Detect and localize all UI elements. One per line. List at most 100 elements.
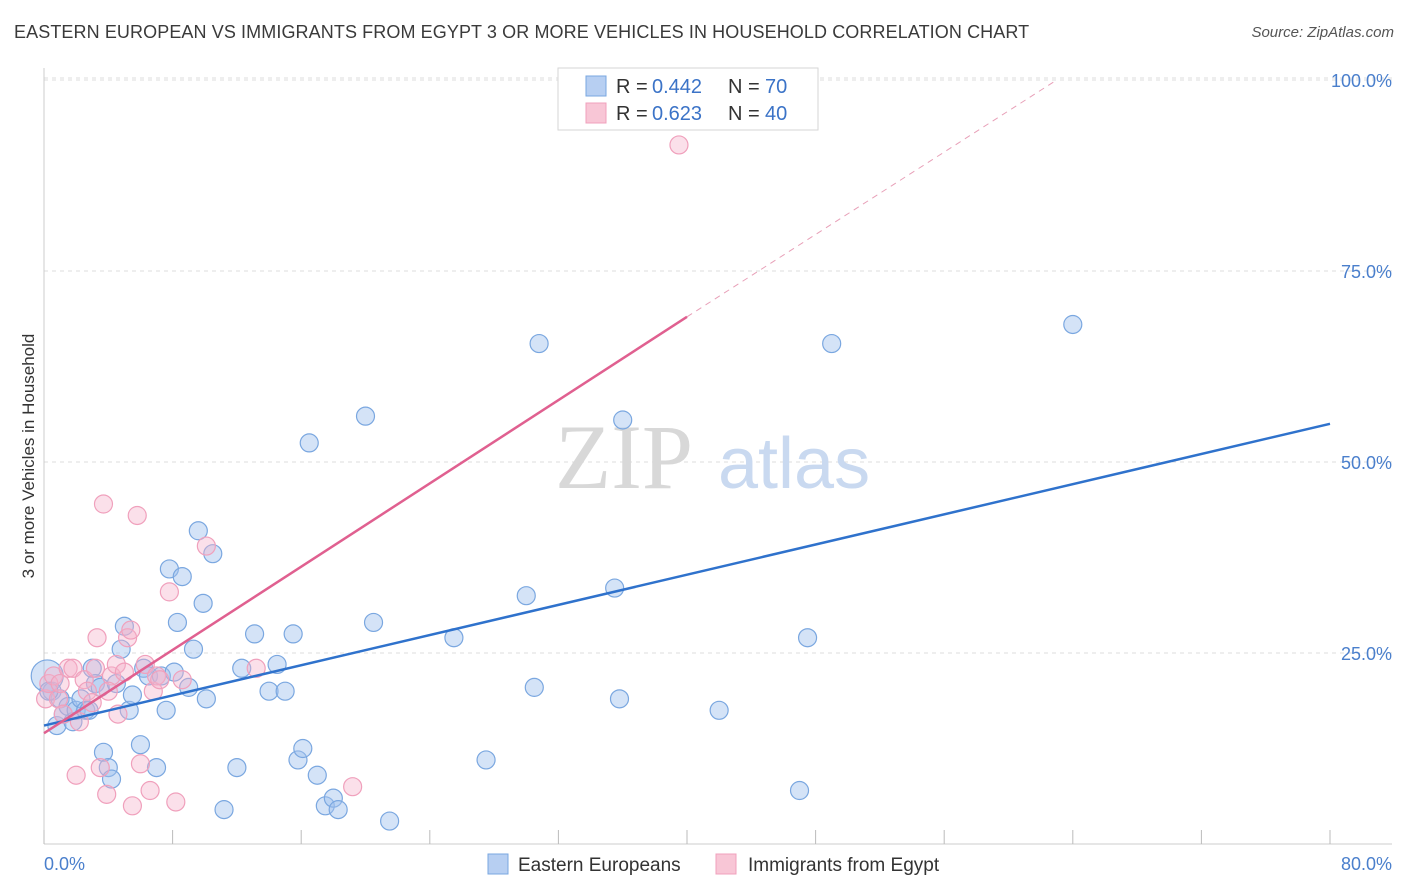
point-1-3	[48, 689, 69, 709]
point-0-15	[101, 769, 122, 789]
chart-title: EASTERN EUROPEAN VS IMMIGRANTS FROM EGYP…	[14, 22, 1030, 42]
point-0-53	[363, 612, 384, 633]
bottom-legend-eastern: Eastern Europeans	[518, 855, 681, 876]
point-1-34	[196, 536, 216, 556]
chart-source: Source: ZipAtlas.com	[1251, 24, 1394, 41]
point-1-6	[63, 658, 83, 678]
bottom-legend-swatch-eastern	[487, 853, 509, 875]
legend-n-label-1: N =	[728, 103, 760, 125]
bottom-legend-egypt: Immigrants from Egypt	[748, 855, 940, 876]
point-0-52	[355, 406, 376, 426]
point-0-33	[188, 521, 208, 541]
point-1-7	[66, 765, 86, 785]
point-1-22	[121, 620, 141, 640]
point-0-38	[227, 757, 247, 778]
legend-n-value-0: 70	[765, 76, 787, 98]
point-1-17	[101, 666, 122, 686]
point-1-25	[130, 754, 151, 774]
point-1-5	[58, 658, 78, 678]
point-0-40	[244, 624, 265, 644]
axes	[43, 68, 1392, 845]
point-0-64	[789, 780, 810, 801]
y-tick-label-50: 50.0%	[1341, 453, 1392, 473]
point-1-37	[669, 135, 689, 155]
point-0-35	[196, 689, 216, 709]
point-1-24	[127, 505, 147, 526]
point-1-36	[343, 777, 363, 797]
watermark: ZIP atlas	[555, 406, 870, 508]
point-0-36	[203, 544, 223, 564]
point-1-9	[74, 670, 94, 690]
watermark-zip: ZIP	[555, 406, 693, 508]
point-0-29	[167, 612, 188, 633]
point-1-16	[97, 784, 117, 804]
point-0-49	[315, 796, 335, 816]
point-1-31	[159, 582, 179, 602]
legend-r-label-1: R =	[616, 103, 648, 125]
y-tick-label-100: 100.0%	[1331, 71, 1392, 91]
point-1-12	[85, 658, 106, 678]
point-0-54	[380, 811, 400, 831]
y-tick-label-25: 25.0%	[1341, 644, 1392, 664]
point-0-57	[516, 586, 536, 606]
point-0-20	[122, 685, 143, 705]
point-0-39	[232, 658, 252, 678]
point-0-42	[259, 681, 279, 701]
point-1-15	[93, 494, 114, 514]
point-0-24	[146, 757, 167, 778]
point-1-38	[50, 673, 70, 694]
point-1-23	[122, 796, 143, 816]
legend-r-value-0: 0.442	[652, 76, 702, 98]
point-0-62	[613, 410, 633, 430]
trend-line-1	[43, 315, 688, 735]
bottom-legend-swatch-egypt	[715, 853, 737, 875]
point-0-58	[524, 677, 544, 697]
point-1-33	[172, 670, 192, 690]
legend-swatch-egypt	[585, 102, 607, 124]
point-1-35	[246, 658, 266, 678]
point-1-14	[90, 757, 110, 778]
point-0-50	[323, 788, 343, 808]
point-0-26	[156, 700, 176, 720]
point-0-65	[797, 628, 818, 648]
x-tick-label-min: 0.0%	[44, 854, 85, 874]
point-0-30	[172, 566, 192, 587]
point-0-37	[214, 800, 234, 820]
point-1-18	[106, 654, 126, 675]
legend-n-value-1: 40	[765, 103, 787, 125]
bottom-legend: Eastern Europeans Immigrants from Egypt	[487, 853, 940, 876]
point-1-32	[166, 792, 186, 812]
point-0-44	[275, 681, 295, 701]
watermark-atlas: atlas	[718, 424, 870, 504]
y-axis-label: 3 or more Vehicles in Household	[19, 334, 38, 579]
point-0-14	[98, 757, 118, 778]
y-tick-label-75: 75.0%	[1341, 262, 1392, 282]
point-1-30	[150, 670, 170, 690]
point-0-61	[609, 689, 630, 709]
point-0-32	[183, 639, 204, 659]
point-0-59	[529, 333, 549, 354]
legend-swatch-eastern	[585, 75, 607, 97]
point-0-21	[130, 735, 151, 755]
trend-line-0	[43, 422, 1331, 727]
point-0-63	[709, 700, 729, 720]
tick-labels: 25.0% 50.0% 75.0% 100.0% 0.0% 80.0%	[44, 71, 1392, 874]
point-0-67	[1063, 314, 1083, 335]
point-0-66	[822, 333, 842, 354]
point-1-10	[77, 681, 98, 701]
point-0-34	[193, 593, 213, 613]
point-1-26	[135, 654, 155, 675]
trend-lines	[43, 79, 1331, 735]
series-eastern-europeans	[30, 314, 1083, 831]
legend-n-label-0: N =	[728, 76, 760, 98]
legend-box: R = 0.442 N = 70 R = 0.623 N = 40	[557, 67, 819, 131]
point-0-41	[283, 624, 303, 644]
legend-r-label-0: R =	[616, 76, 648, 98]
x-tick-label-max: 80.0%	[1341, 854, 1392, 874]
trend-extension-1	[686, 79, 1057, 318]
point-0-48	[307, 765, 327, 785]
series-immigrants-from-egypt	[36, 135, 689, 816]
point-0-56	[476, 750, 496, 770]
point-1-13	[87, 628, 107, 648]
